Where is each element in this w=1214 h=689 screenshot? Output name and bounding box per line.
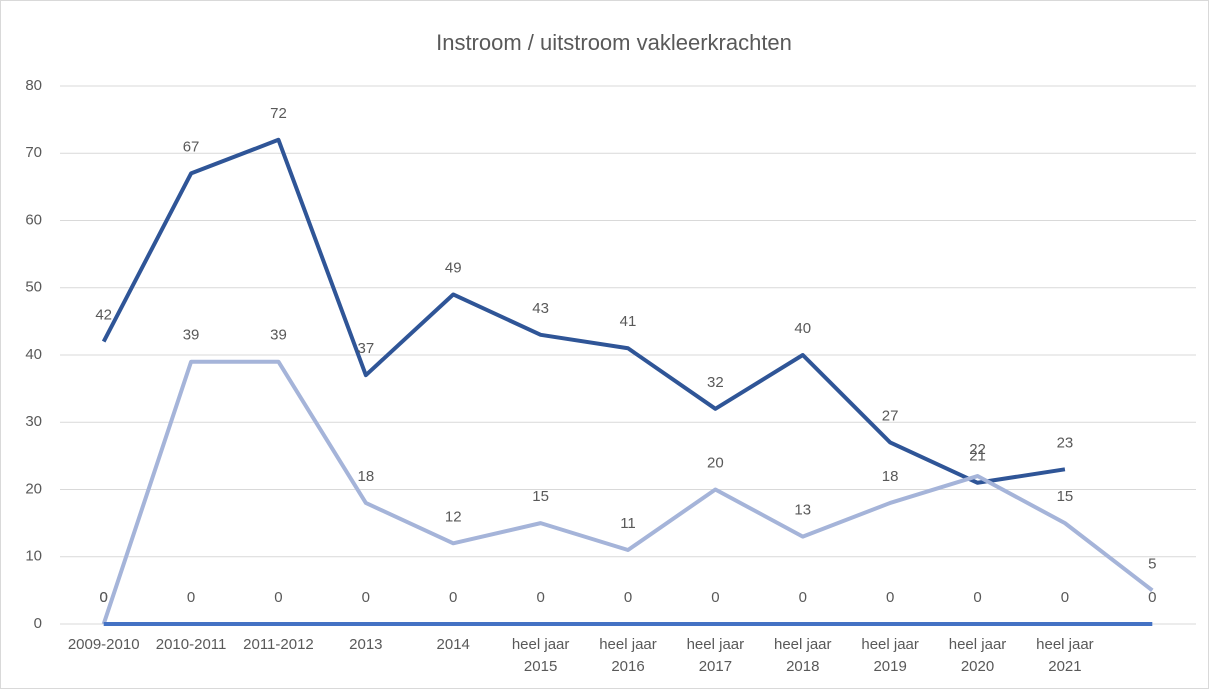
data-label: 32 (707, 374, 724, 391)
y-tick-label: 20 (25, 480, 42, 497)
x-tick-label: heel jaar 2016 (599, 636, 657, 675)
chart-title: Instroom / uitstroom vakleerkrachten (436, 30, 792, 55)
data-label: 5 (1148, 555, 1156, 572)
data-label: 22 (969, 441, 986, 458)
data-label: 20 (707, 454, 724, 471)
data-label: 42 (95, 307, 112, 324)
data-label: 0 (711, 589, 719, 606)
x-tick-label: 2009-2010 (67, 636, 140, 653)
data-label: 39 (270, 327, 287, 344)
data-label: 0 (100, 589, 108, 606)
x-tick-label: 2011-2012 (243, 636, 314, 653)
x-tick-label: heel jaar 2021 (1036, 636, 1094, 675)
data-label: 67 (183, 138, 200, 155)
data-label: 18 (358, 468, 375, 485)
data-label: 0 (274, 589, 282, 606)
data-label: 21 (969, 448, 986, 465)
data-label: 0 (536, 589, 544, 606)
data-label: 72 (270, 105, 287, 122)
y-tick-label: 0 (34, 615, 42, 632)
data-label: 0 (886, 589, 894, 606)
x-tick-label: 2013 (349, 636, 383, 653)
x-tick-label: 2014 (436, 636, 470, 653)
data-label: 0 (799, 589, 807, 606)
data-label: 13 (794, 502, 811, 519)
data-label: 0 (624, 589, 632, 606)
data-label: 39 (183, 327, 200, 344)
y-tick-label: 50 (25, 279, 42, 296)
data-label: 40 (794, 320, 811, 337)
data-label: 0 (362, 589, 370, 606)
data-label: 0 (100, 589, 108, 606)
x-tick-label: heel jaar 2020 (948, 636, 1007, 675)
x-tick-label: heel jaar 2019 (861, 636, 919, 675)
data-label: 0 (973, 589, 981, 606)
data-label: 43 (532, 300, 549, 317)
series-line (101, 359, 1154, 625)
data-label: 49 (445, 259, 462, 276)
y-tick-label: 30 (25, 413, 42, 430)
data-label: 0 (449, 589, 457, 606)
data-label: 37 (358, 340, 375, 357)
y-tick-label: 10 (25, 548, 42, 565)
y-tick-label: 60 (25, 211, 42, 228)
data-label: 0 (1061, 589, 1069, 606)
data-label: 0 (187, 589, 195, 606)
x-tick-label: heel jaar 2017 (686, 636, 745, 675)
data-label: 27 (882, 407, 899, 424)
y-tick-label: 70 (25, 144, 42, 161)
x-tick-label: heel jaar 2015 (511, 636, 570, 675)
data-label: 0 (1148, 589, 1156, 606)
data-label: 41 (620, 313, 637, 330)
data-label: 12 (445, 508, 462, 525)
y-tick-label: 40 (25, 346, 42, 363)
data-label: 15 (1057, 488, 1074, 505)
data-label: 11 (620, 515, 636, 532)
x-tick-label: 2010-2011 (155, 636, 227, 653)
x-tick-label: heel jaar 2018 (773, 636, 832, 675)
data-label: 23 (1057, 434, 1074, 451)
y-tick-label: 80 (25, 77, 42, 94)
data-label: 18 (882, 468, 899, 485)
series-line (101, 137, 1066, 485)
data-label: 15 (532, 488, 549, 505)
